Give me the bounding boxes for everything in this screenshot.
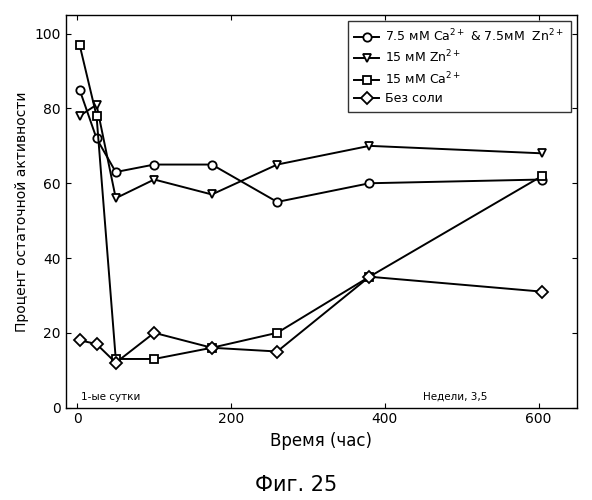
Text: Недели, 3,5: Недели, 3,5 <box>423 392 488 402</box>
Text: Фиг. 25: Фиг. 25 <box>255 475 337 495</box>
Text: 1-ые сутки: 1-ые сутки <box>81 392 140 402</box>
X-axis label: Время (час): Время (час) <box>271 432 372 450</box>
Y-axis label: Процент остаточной активности: Процент остаточной активности <box>15 91 29 332</box>
Legend: 7.5 мМ Ca$^{2+}$ & 7.5мМ  Zn$^{2+}$, 15 мМ Zn$^{2+}$, 15 мМ Ca$^{2+}$, Без соли: 7.5 мМ Ca$^{2+}$ & 7.5мМ Zn$^{2+}$, 15 м… <box>348 22 571 112</box>
